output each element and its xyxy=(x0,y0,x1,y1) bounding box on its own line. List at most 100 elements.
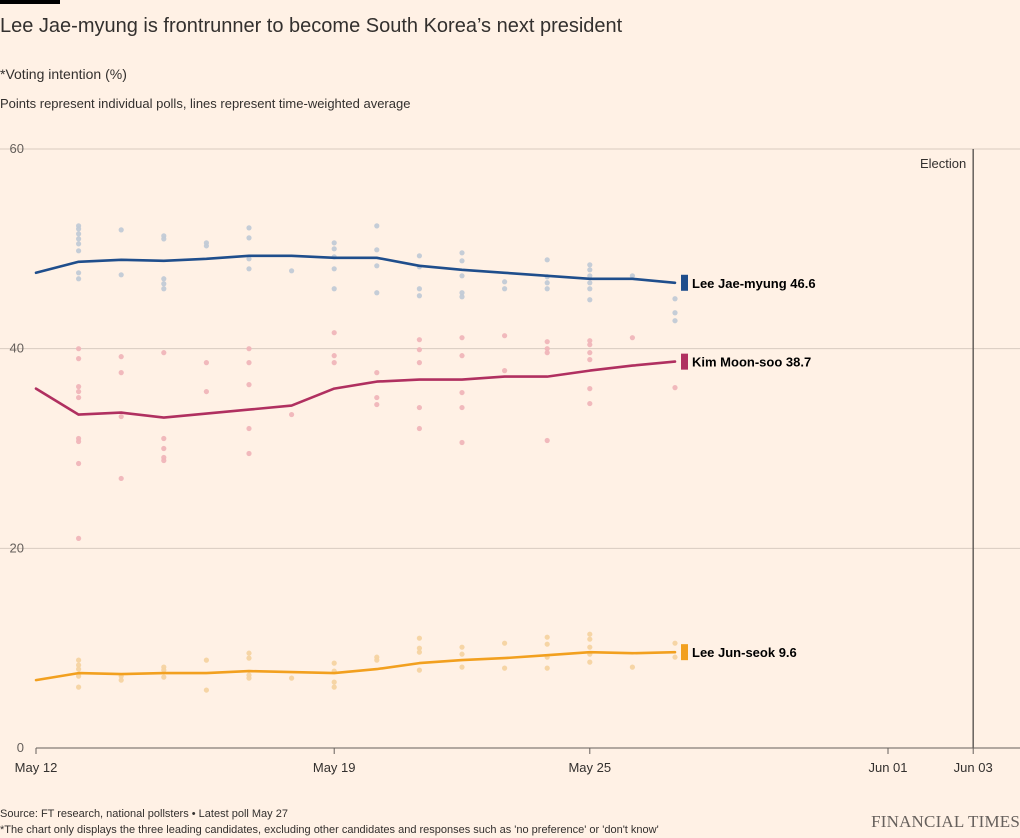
chart-subtitle: *Voting intention (%) xyxy=(0,66,127,82)
poll-point xyxy=(587,267,593,273)
poll-point xyxy=(416,645,422,651)
poll-point xyxy=(544,665,550,671)
poll-point xyxy=(587,262,593,268)
poll-point xyxy=(587,357,593,363)
poll-point xyxy=(502,368,508,374)
poll-point xyxy=(416,667,422,673)
poll-point xyxy=(76,384,82,390)
y-tick-label: 20 xyxy=(10,540,24,555)
poll-point xyxy=(587,297,593,303)
poll-point xyxy=(416,404,422,411)
poll-point xyxy=(459,250,465,256)
poll-point xyxy=(76,394,82,401)
poll-point xyxy=(118,227,124,233)
poll-point xyxy=(374,247,380,253)
poll-point xyxy=(76,673,82,679)
poll-point xyxy=(246,675,252,681)
poll-point xyxy=(331,353,337,359)
poll-point xyxy=(246,266,252,272)
poll-point xyxy=(459,651,465,657)
poll-point xyxy=(587,400,593,407)
poll-point xyxy=(587,644,593,650)
poll-point xyxy=(289,411,295,418)
series-line xyxy=(34,254,677,285)
poll-point xyxy=(246,655,252,661)
poll-point xyxy=(76,438,82,445)
x-tick-label: May 25 xyxy=(568,760,611,775)
poll-point xyxy=(331,246,337,252)
poll-point xyxy=(544,437,550,444)
y-tick-label: 40 xyxy=(10,341,24,356)
poll-point xyxy=(587,386,593,392)
poll-point xyxy=(246,450,252,457)
poll-point xyxy=(587,273,593,279)
poll-point xyxy=(76,276,82,282)
series-end-label: Lee Jun-seok 9.6 xyxy=(692,645,797,660)
poll-point xyxy=(416,635,422,641)
poll-point xyxy=(629,273,636,279)
x-tick-label: Jun 03 xyxy=(954,760,993,775)
poll-point xyxy=(76,241,82,247)
poll-point xyxy=(161,667,167,673)
poll-point xyxy=(331,266,337,272)
poll-point xyxy=(374,394,380,401)
poll-point xyxy=(246,425,252,432)
poll-point xyxy=(289,675,295,681)
poll-point xyxy=(502,286,508,292)
series-end-marker xyxy=(681,274,688,291)
poll-point xyxy=(672,318,678,324)
poll-point xyxy=(76,236,82,242)
y-tick-label: 60 xyxy=(10,141,24,156)
poll-point xyxy=(416,425,422,432)
poll-point xyxy=(161,457,167,464)
poll-point xyxy=(502,665,508,671)
poll-point xyxy=(331,679,337,685)
poll-point xyxy=(459,273,465,279)
poll-point xyxy=(374,401,380,408)
poll-point xyxy=(587,342,593,348)
chart-note: Points represent individual polls, lines… xyxy=(0,96,411,111)
poll-point xyxy=(374,223,380,229)
poll-point xyxy=(118,354,124,360)
poll-point xyxy=(459,290,465,296)
poll-point xyxy=(672,654,678,660)
y-tick-label: 0 xyxy=(17,740,24,755)
poll-point xyxy=(203,657,209,663)
poll-point xyxy=(76,248,82,254)
poll-point xyxy=(203,360,209,366)
poll-point xyxy=(459,389,465,396)
x-tick-label: Jun 01 xyxy=(868,760,907,775)
election-label: Election xyxy=(920,156,966,171)
poll-point xyxy=(246,360,252,366)
series-line xyxy=(34,650,677,682)
poll-point xyxy=(459,439,465,446)
poll-point xyxy=(459,404,465,411)
poll-point xyxy=(672,385,678,391)
poll-point xyxy=(76,388,82,395)
poll-point xyxy=(76,684,82,690)
poll-point xyxy=(118,475,124,482)
chart-title: Lee Jae-myung is frontrunner to become S… xyxy=(0,15,623,37)
poll-point xyxy=(76,657,82,663)
poll-point xyxy=(416,293,422,299)
poll-point xyxy=(502,333,508,339)
poll-point xyxy=(587,280,593,286)
poll-point xyxy=(374,370,380,376)
poll-point xyxy=(587,338,593,344)
poll-point xyxy=(587,350,593,356)
poll-point xyxy=(544,339,550,345)
poll-point xyxy=(459,353,465,359)
poll-point xyxy=(246,235,252,241)
poll-point xyxy=(76,666,82,672)
poll-point xyxy=(331,360,337,366)
poll-point xyxy=(161,281,167,287)
poll-point xyxy=(331,684,337,690)
poll-point xyxy=(416,347,422,353)
source-note: Source: FT research, national pollsters … xyxy=(0,808,288,820)
poll-point xyxy=(331,330,337,336)
x-tick-label: May 12 xyxy=(15,760,58,775)
series-end-label: Kim Moon-soo 38.7 xyxy=(692,355,811,370)
poll-point xyxy=(416,253,422,259)
poll-point xyxy=(246,650,252,656)
